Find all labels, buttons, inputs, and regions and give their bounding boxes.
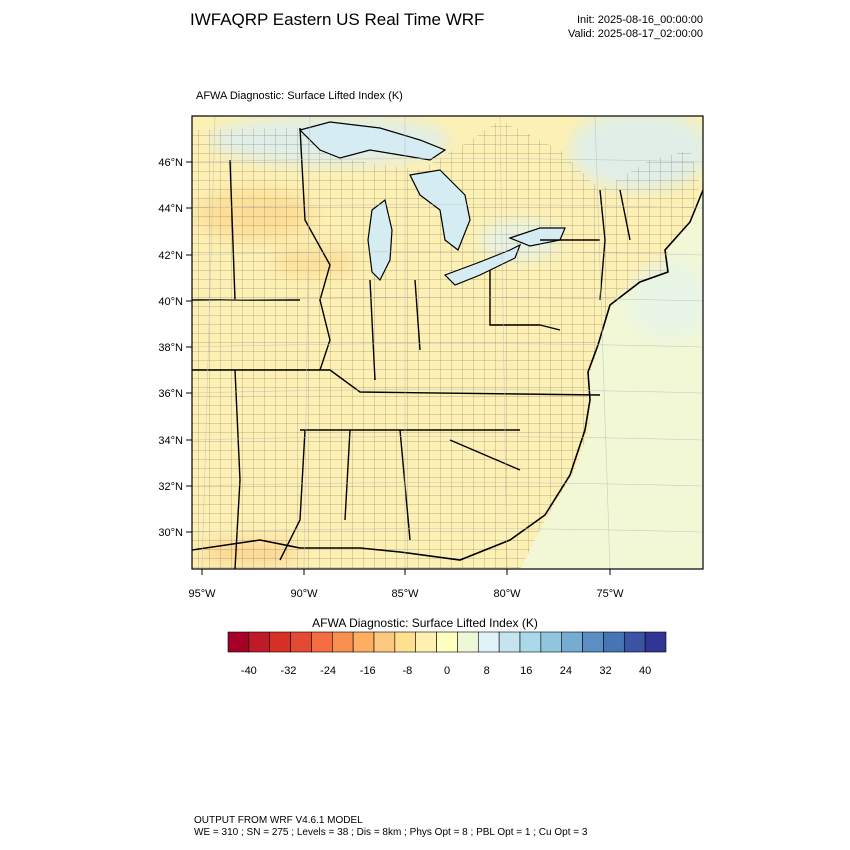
colorbar-box [457,631,479,653]
colorbar-box [582,631,604,653]
colorbar-box [415,631,437,653]
colorbar-tick-label: 32 [599,665,611,677]
lon-ticks [201,569,611,575]
colorbar-box [540,631,563,653]
footer-params: WE = 310 ; SN = 275 ; Levels = 38 ; Dis … [194,827,588,838]
colorbar-box [477,631,500,653]
colorbar-title: AFWA Diagnostic: Surface Lifted Index (K… [312,616,538,630]
colorbar-tick-label: -40 [241,665,257,677]
lat-label: 38°N [158,342,183,354]
colorbar-box [436,631,458,653]
state-boundaries [192,127,631,569]
colorbar-tick-label: 40 [639,665,651,677]
lat-label: 46°N [158,157,183,169]
lat-ticks [186,161,192,533]
colorbar-tick-label: -24 [320,665,336,677]
colorbar-box [519,631,542,653]
lat-label: 36°N [158,388,183,400]
ocean-field [520,116,703,569]
colorbar-box [623,631,646,653]
lat-label: 30°N [158,527,183,539]
lake-ontario [508,227,566,247]
colorbar-box [311,631,333,653]
colorbar-box [352,631,375,653]
colorbar-tick-label: 0 [444,665,450,677]
colorbar-box [394,631,417,653]
colorbar-box [227,631,250,653]
lake-huron [409,169,471,251]
colorbar-box [290,631,312,653]
colorbar-tick-label: -8 [402,665,412,677]
colorbar-box [248,631,271,653]
lake-superior [298,121,447,161]
colorbar-box [498,631,521,653]
lat-label: 32°N [158,481,183,493]
main-title: IWFAQRP Eastern US Real Time WRF [190,10,485,29]
map-area [192,116,703,569]
lat-labels: 46°N 44°N 42°N 40°N 38°N 36°N 34°N 32°N … [158,157,183,539]
lat-label: 34°N [158,435,183,447]
lon-label: 95°W [188,588,216,600]
lat-label: 42°N [158,250,183,262]
graticule [192,116,703,569]
lon-label: 80°W [493,588,521,600]
map-subtitle: AFWA Diagnostic: Surface Lifted Index (K… [196,90,403,102]
colorbar-box [603,631,625,653]
valid-time: Valid: 2025-08-17_02:00:00 [568,28,703,40]
county-lines [192,120,700,569]
colorbar-box [561,631,583,653]
colorbar-tick-label: 24 [560,665,572,677]
lon-label: 90°W [290,588,318,600]
colorbar-tick-label: 8 [484,665,490,677]
coastline [192,189,703,561]
lon-label: 85°W [391,588,419,600]
lon-label: 75°W [596,588,624,600]
colorbar-tick-label: -16 [360,665,376,677]
map-frame [191,115,704,570]
lat-label: 44°N [158,203,183,215]
lon-labels: 95°W 90°W 85°W 80°W 75°W [188,588,624,600]
init-time: Init: 2025-08-16_00:00:00 [577,14,703,26]
colorbar-box [331,631,354,653]
colorbar-box [373,631,396,653]
colorbar-box [644,631,667,653]
footer-model: OUTPUT FROM WRF V4.6.1 MODEL [194,815,363,826]
lat-label: 40°N [158,296,183,308]
colorbar-tick-label: 16 [520,665,532,677]
colorbar-tick-label: -32 [281,665,297,677]
colorbar-labels: -40 -32 -24 -16 -8 0 8 16 24 32 40 [241,665,651,677]
colorbar-box [269,631,291,653]
colorbar [227,631,667,653]
